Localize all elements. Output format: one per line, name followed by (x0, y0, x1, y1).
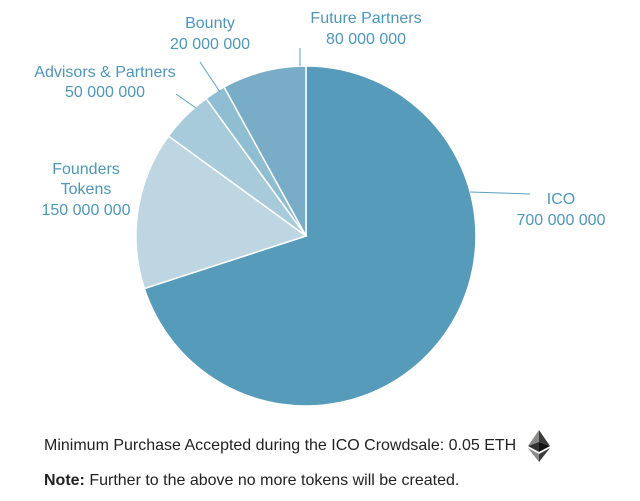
label-bounty-name: Bounty (185, 15, 235, 32)
label-future-partners-value: 80 000 000 (326, 31, 406, 48)
ethereum-icon (528, 430, 551, 462)
note-text: Note: Further to the above no more token… (44, 472, 459, 490)
label-future-partners-name: Future Partners (310, 10, 421, 27)
label-founders-line2: Tokens (61, 181, 112, 198)
pie-slice-ico (143, 65, 477, 407)
label-ico-name: ICO (547, 191, 575, 208)
minimum-purchase-text: Minimum Purchase Accepted during the ICO… (44, 430, 551, 462)
leader-ico (469, 191, 531, 195)
pie-chart: ICO 700 000 000 Founders Tokens 150 000 … (34, 10, 606, 407)
leader-bounty (199, 61, 221, 93)
leader-advisors (175, 93, 197, 109)
label-founders-line1: Founders (52, 161, 120, 178)
label-advisors-value: 50 000 000 (65, 84, 145, 101)
pie-slice-future-partners (223, 65, 307, 237)
label-advisors-name: Advisors & Partners (34, 64, 175, 81)
label-bounty-value: 20 000 000 (170, 36, 250, 53)
label-ico-value: 700 000 000 (517, 212, 606, 229)
pie-slice-founders-tokens (135, 135, 308, 290)
minimum-purchase-label: Minimum Purchase Accepted during the ICO… (44, 437, 517, 454)
label-founders-value: 150 000 000 (42, 202, 131, 219)
note-label: Note: (44, 472, 85, 489)
note-body: Further to the above no more tokens will… (84, 472, 460, 489)
